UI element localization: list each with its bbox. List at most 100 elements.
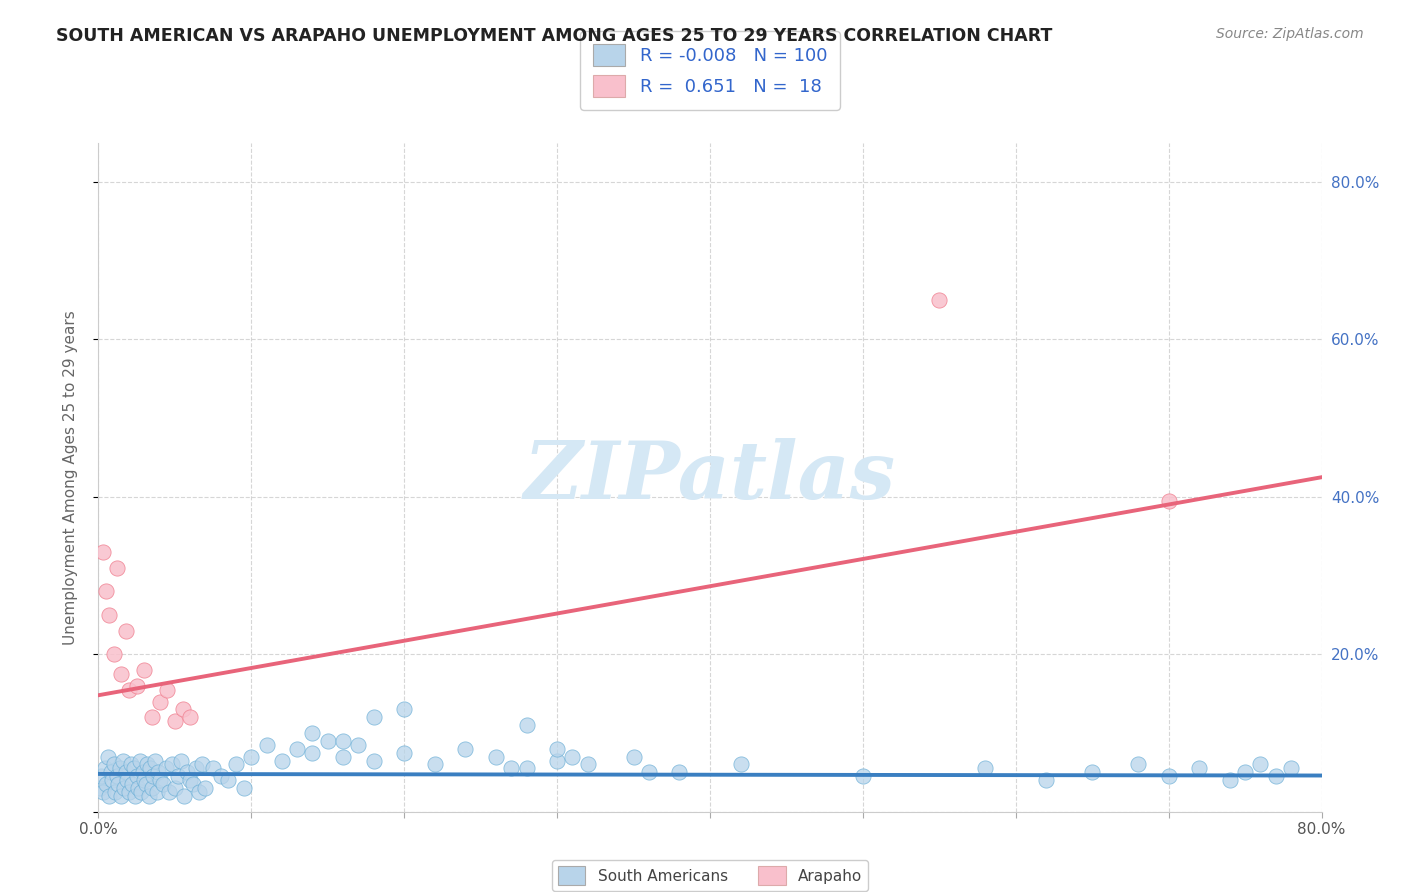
Point bbox=[105, 560, 128, 574]
Point bbox=[637, 765, 661, 780]
Point bbox=[485, 749, 508, 764]
Point bbox=[363, 754, 385, 768]
Point bbox=[103, 648, 125, 662]
Point bbox=[852, 769, 875, 783]
Point bbox=[101, 773, 124, 788]
Point bbox=[179, 710, 201, 724]
Point bbox=[1128, 757, 1150, 772]
Point bbox=[107, 777, 129, 791]
Point bbox=[146, 765, 169, 780]
Point bbox=[668, 765, 690, 780]
Point bbox=[93, 761, 115, 775]
Point bbox=[516, 718, 538, 732]
Point bbox=[1157, 493, 1180, 508]
Point bbox=[392, 746, 416, 760]
Point bbox=[142, 769, 165, 783]
Point bbox=[423, 757, 446, 772]
Point bbox=[97, 749, 120, 764]
Point bbox=[105, 769, 128, 783]
Point bbox=[202, 761, 225, 775]
Point bbox=[117, 773, 139, 788]
Point bbox=[138, 789, 160, 803]
Point bbox=[301, 726, 323, 740]
Text: SOUTH AMERICAN VS ARAPAHO UNEMPLOYMENT AMONG AGES 25 TO 29 YEARS CORRELATION CHA: SOUTH AMERICAN VS ARAPAHO UNEMPLOYMENT A… bbox=[56, 27, 1053, 45]
Point bbox=[141, 781, 163, 796]
Point bbox=[974, 761, 997, 775]
Point bbox=[576, 757, 599, 772]
Point bbox=[129, 785, 152, 799]
Point bbox=[134, 663, 156, 677]
Point bbox=[1035, 773, 1057, 788]
Point bbox=[240, 749, 263, 764]
Point bbox=[188, 785, 211, 799]
Point bbox=[181, 777, 204, 791]
Point bbox=[730, 757, 752, 772]
Point bbox=[1219, 773, 1241, 788]
Point bbox=[121, 777, 143, 791]
Point bbox=[110, 667, 132, 681]
Point bbox=[225, 757, 247, 772]
Text: ZIPatlas: ZIPatlas bbox=[524, 439, 896, 516]
Point bbox=[347, 738, 370, 752]
Point bbox=[111, 754, 134, 768]
Point bbox=[149, 694, 172, 708]
Point bbox=[98, 789, 121, 803]
Point bbox=[1264, 769, 1286, 783]
Point bbox=[191, 757, 214, 772]
Point bbox=[1188, 761, 1211, 775]
Point bbox=[124, 789, 146, 803]
Point bbox=[91, 785, 114, 799]
Point bbox=[1249, 757, 1271, 772]
Point bbox=[501, 761, 523, 775]
Point bbox=[128, 754, 150, 768]
Point bbox=[132, 765, 155, 780]
Point bbox=[115, 624, 138, 638]
Point bbox=[122, 761, 145, 775]
Point bbox=[285, 741, 308, 756]
Point bbox=[1234, 765, 1257, 780]
Point bbox=[1081, 765, 1104, 780]
Point bbox=[94, 584, 117, 599]
Point bbox=[115, 765, 138, 780]
Point bbox=[928, 293, 950, 307]
Point bbox=[516, 761, 538, 775]
Point bbox=[217, 773, 239, 788]
Point bbox=[160, 757, 183, 772]
Point bbox=[179, 773, 201, 788]
Point bbox=[392, 702, 416, 716]
Point bbox=[104, 785, 127, 799]
Point bbox=[209, 769, 232, 783]
Point bbox=[301, 746, 323, 760]
Point bbox=[94, 777, 117, 791]
Legend: South Americans, Arapaho: South Americans, Arapaho bbox=[551, 860, 869, 891]
Point bbox=[1279, 761, 1302, 775]
Point bbox=[125, 679, 148, 693]
Point bbox=[108, 761, 131, 775]
Point bbox=[141, 710, 163, 724]
Point bbox=[332, 749, 354, 764]
Point bbox=[91, 545, 114, 559]
Point bbox=[363, 710, 385, 724]
Point bbox=[172, 702, 194, 716]
Point bbox=[623, 749, 645, 764]
Point bbox=[163, 781, 186, 796]
Point bbox=[152, 777, 174, 791]
Point bbox=[125, 769, 148, 783]
Point bbox=[118, 785, 141, 799]
Point bbox=[135, 777, 157, 791]
Point bbox=[173, 789, 195, 803]
Point bbox=[332, 734, 354, 748]
Point bbox=[167, 769, 190, 783]
Point bbox=[89, 781, 111, 796]
Point bbox=[316, 734, 339, 748]
Point bbox=[112, 781, 135, 796]
Point bbox=[145, 785, 167, 799]
Point bbox=[120, 757, 142, 772]
Point bbox=[546, 754, 568, 768]
Point bbox=[270, 754, 292, 768]
Point bbox=[157, 785, 180, 799]
Point bbox=[256, 738, 278, 752]
Point bbox=[176, 765, 198, 780]
Point bbox=[139, 761, 162, 775]
Point bbox=[90, 769, 112, 783]
